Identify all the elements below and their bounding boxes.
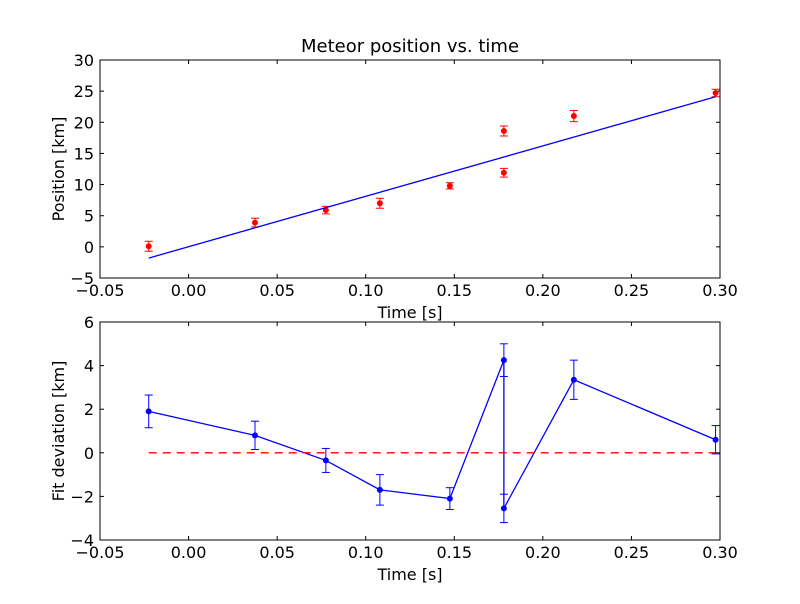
chart-2-x-axis-label: Time [s]: [376, 565, 442, 584]
chart-1-y-tick-label: 10: [74, 176, 94, 195]
chart-1-data-point: [712, 90, 719, 97]
chart-1-data-point: [145, 243, 152, 250]
chart-2-y-tick-label: −2: [70, 487, 94, 506]
chart-2-x-tick-label: 0.20: [525, 543, 561, 562]
chart-2-data-point: [376, 486, 383, 493]
chart-1-data-point: [500, 169, 507, 176]
chart-1-data-point: [252, 219, 258, 226]
chart-1-x-tick-label: 0.15: [436, 281, 472, 300]
chart-1-y-tick-label: −5: [70, 269, 94, 288]
chart-2-data-point: [712, 436, 719, 443]
chart-1-x-axis-label: Time [s]: [376, 303, 442, 322]
chart-1-fit-line: [148, 96, 716, 259]
chart-1-x-tick-label: 0.20: [525, 281, 561, 300]
chart-1-y-tick-label: 5: [84, 207, 94, 226]
chart-1-data-point: [376, 200, 383, 207]
chart-2-data-point: [446, 495, 453, 502]
chart-1-axes-frame: [99, 59, 721, 279]
chart-2-axes-frame: [99, 321, 721, 541]
chart-1-y-tick-label: 15: [74, 144, 94, 163]
chart-1-x-tick-label: 0.25: [614, 281, 650, 300]
chart-1-y-axis-label: Position [km]: [49, 117, 68, 222]
chart-2-data-point: [145, 408, 152, 415]
chart-2-y-tick-label: −4: [70, 531, 94, 550]
chart-1-x-tick-label: −0.05: [75, 281, 124, 300]
chart-2-data-point: [252, 432, 258, 439]
chart-2-x-tick-label: 0.25: [614, 543, 650, 562]
chart-2-data-point: [500, 505, 507, 512]
chart-2-x-tick-label: 0.15: [436, 543, 472, 562]
chart-2-y-tick-label: 0: [84, 444, 94, 463]
chart-2-x-tick-label: −0.05: [75, 543, 124, 562]
chart-2-x-tick-label: 0.10: [348, 543, 384, 562]
chart-1-y-tick-label: 20: [74, 113, 94, 132]
chart-2-data-point: [500, 357, 507, 364]
chart-1-data-point: [500, 128, 507, 135]
chart-2-y-tick-label: 6: [84, 313, 94, 332]
chart-2-x-tick-label: 0.00: [171, 543, 207, 562]
chart-1-y-tick-label: 0: [84, 238, 94, 257]
chart-2-x-tick-label: 0.05: [259, 543, 295, 562]
chart-1-title: Meteor position vs. time: [301, 36, 519, 57]
chart-2-y-axis-label: Fit deviation [km]: [49, 361, 68, 502]
chart-2-data-point: [570, 376, 577, 383]
chart-1-x-tick-label: 0.00: [171, 281, 207, 300]
chart-1-y-tick-label: 30: [74, 51, 94, 70]
chart-1-x-tick-label: 0.30: [702, 281, 738, 300]
chart-2-data-point: [322, 457, 329, 464]
chart-1-y-tick-label: 25: [74, 82, 94, 101]
chart-2-y-tick-label: 2: [84, 400, 94, 419]
chart-1-data-point: [570, 113, 577, 120]
chart-2-y-tick-label: 4: [84, 357, 94, 376]
chart-1-x-tick-label: 0.05: [259, 281, 295, 300]
chart-1-x-tick-label: 0.10: [348, 281, 384, 300]
chart-1-data-point: [446, 182, 453, 189]
chart-2-x-tick-label: 0.30: [702, 543, 738, 562]
